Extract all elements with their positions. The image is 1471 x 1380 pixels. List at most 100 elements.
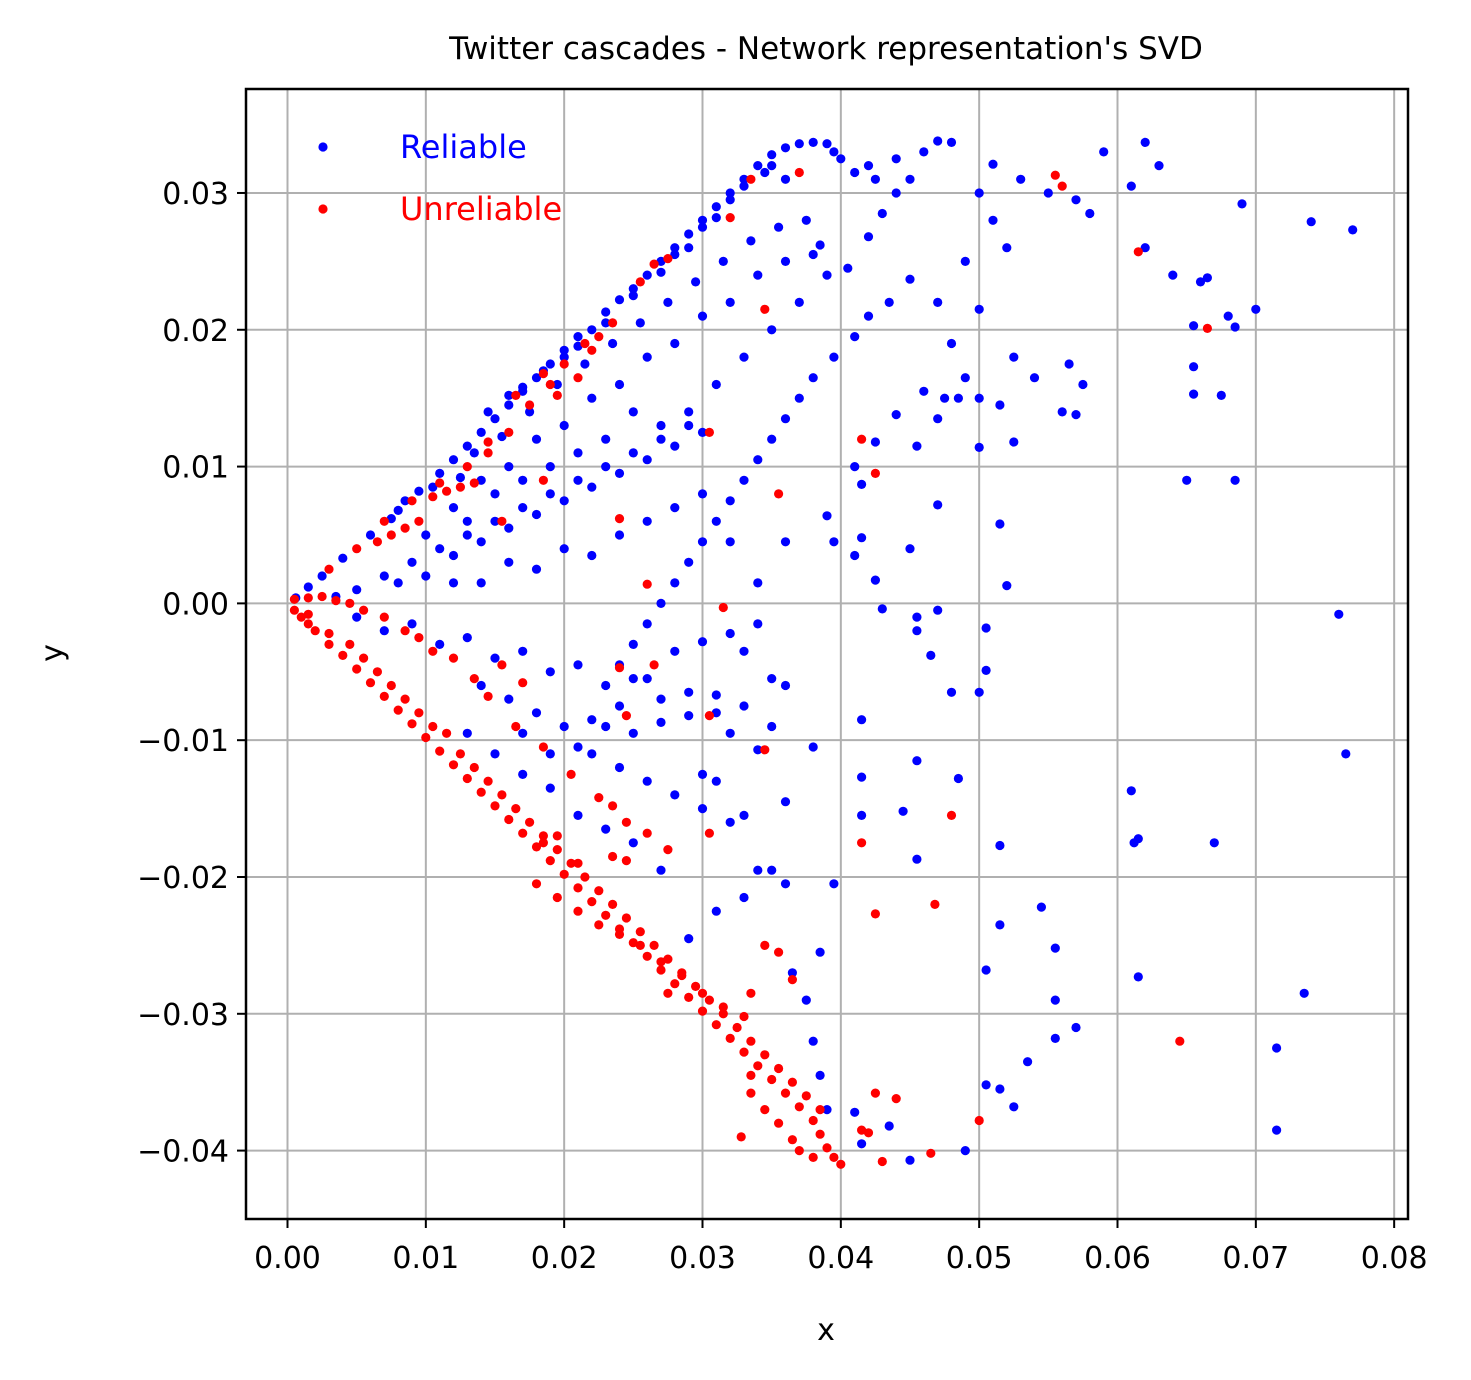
data-point xyxy=(767,674,777,684)
data-point xyxy=(808,1152,818,1162)
data-point xyxy=(670,646,680,656)
data-point xyxy=(372,537,382,547)
data-point xyxy=(476,427,486,437)
data-point xyxy=(808,137,818,147)
data-point xyxy=(711,1020,721,1030)
data-point xyxy=(1133,972,1143,982)
data-point xyxy=(587,550,597,561)
data-point xyxy=(739,646,749,656)
data-point xyxy=(981,623,991,633)
data-point xyxy=(442,486,452,496)
data-point xyxy=(1002,243,1012,253)
data-point xyxy=(1202,273,1212,283)
data-point xyxy=(933,297,943,307)
data-point xyxy=(331,596,341,606)
data-point xyxy=(863,311,874,321)
data-point xyxy=(559,420,569,431)
data-point xyxy=(850,462,860,472)
data-point xyxy=(912,626,922,636)
data-point xyxy=(1050,170,1060,180)
data-point xyxy=(531,373,542,383)
data-point xyxy=(642,828,652,838)
data-point xyxy=(518,728,528,738)
data-point xyxy=(469,448,479,458)
data-point xyxy=(704,828,715,838)
data-point xyxy=(857,479,867,489)
data-point xyxy=(580,872,590,882)
data-point xyxy=(504,390,514,400)
data-point xyxy=(1189,321,1199,331)
data-point xyxy=(697,637,708,647)
data-point xyxy=(497,660,507,670)
data-point xyxy=(891,154,901,164)
data-point xyxy=(324,639,334,650)
data-point xyxy=(670,441,680,451)
data-point xyxy=(628,639,638,650)
data-point xyxy=(732,1022,742,1033)
data-point xyxy=(746,988,756,998)
data-point xyxy=(960,1146,970,1156)
data-point xyxy=(656,957,666,967)
data-point xyxy=(1237,199,1247,209)
data-point xyxy=(905,544,915,554)
data-point xyxy=(601,910,611,920)
data-point xyxy=(808,249,818,260)
data-point xyxy=(736,1132,746,1142)
data-point xyxy=(877,1156,887,1167)
data-point xyxy=(656,434,666,444)
data-point xyxy=(649,940,659,951)
data-point xyxy=(822,1105,832,1115)
data-point xyxy=(559,345,569,355)
data-point xyxy=(531,842,542,852)
data-point xyxy=(1085,208,1095,219)
data-point xyxy=(559,869,569,879)
data-point xyxy=(753,161,763,171)
data-point xyxy=(324,564,334,574)
x-tick-label: 0.04 xyxy=(807,1241,874,1276)
data-point xyxy=(946,137,957,147)
data-point xyxy=(621,856,632,866)
data-point xyxy=(912,756,922,766)
data-point xyxy=(483,691,493,702)
data-point xyxy=(767,865,777,875)
data-point xyxy=(400,523,410,533)
data-point xyxy=(511,804,521,814)
data-point xyxy=(753,619,763,629)
data-point xyxy=(594,886,604,896)
data-point xyxy=(863,161,874,171)
data-point xyxy=(1299,988,1309,998)
data-point xyxy=(614,514,625,524)
data-point xyxy=(1099,147,1109,157)
data-point xyxy=(642,776,652,786)
data-point xyxy=(780,537,791,547)
data-point xyxy=(1126,181,1136,191)
data-point xyxy=(601,434,611,444)
data-point xyxy=(518,475,528,485)
data-point xyxy=(739,701,749,711)
data-point xyxy=(988,159,998,169)
data-point xyxy=(642,951,652,961)
data-point xyxy=(815,947,825,957)
data-point xyxy=(857,810,867,821)
data-point xyxy=(691,277,701,287)
axis-ticks: 0.00 0.01 0.02 0.03 0.04 0.05 0.06 0.07 0.08 0.03… xyxy=(137,177,1428,1276)
data-point xyxy=(933,500,943,510)
data-point xyxy=(608,801,618,811)
data-point xyxy=(573,332,583,342)
data-point xyxy=(310,626,320,636)
data-point xyxy=(974,188,984,198)
data-point xyxy=(469,762,479,773)
data-point xyxy=(317,591,327,602)
data-point xyxy=(594,332,604,342)
data-point xyxy=(601,462,611,472)
data-point xyxy=(711,776,721,786)
data-point xyxy=(428,482,438,492)
data-point xyxy=(345,639,355,650)
data-point xyxy=(580,359,590,369)
data-point xyxy=(753,578,763,588)
data-point xyxy=(386,514,396,524)
data-point xyxy=(608,851,618,862)
data-point xyxy=(746,1070,756,1080)
series-unreliable xyxy=(289,167,1212,1169)
y-tick-label: 0.01 xyxy=(162,451,229,486)
